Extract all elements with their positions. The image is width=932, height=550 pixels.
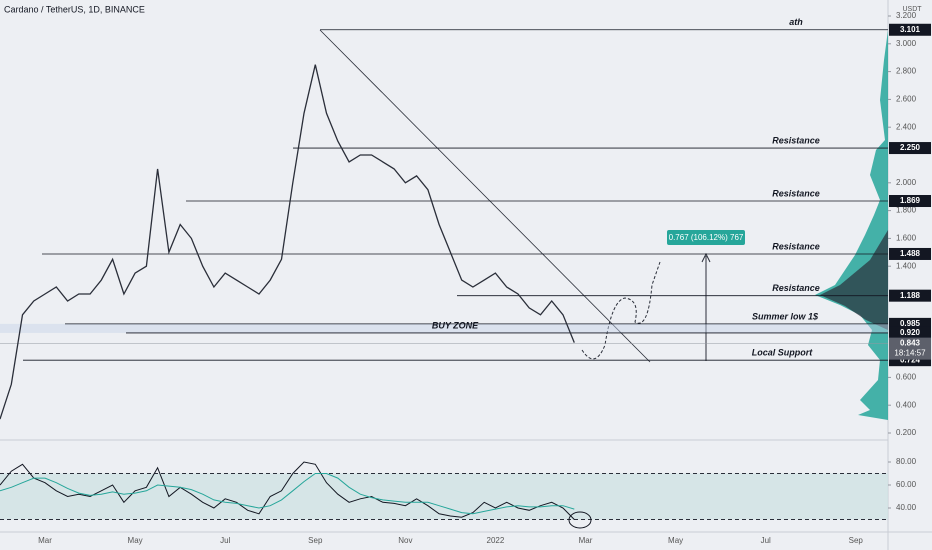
x-tick-label: 2022 [487, 536, 505, 545]
level-note: BUY ZONE [432, 320, 479, 330]
line [0, 473, 575, 515]
level-label: 0.724 [900, 355, 921, 364]
level-label: 2.250 [900, 143, 921, 152]
y-tick-label: 3.000 [896, 39, 917, 48]
level-label-box [889, 317, 931, 330]
level-label-box [889, 326, 931, 339]
x-tick-label: Jul [220, 536, 230, 545]
rsi-circle [568, 511, 592, 529]
y-tick-label: 0.600 [896, 373, 917, 382]
level-label: 1.869 [900, 196, 921, 205]
x-tick-label: May [128, 536, 143, 545]
y-tick-label: 3.200 [896, 11, 917, 20]
level-label-box [889, 247, 931, 260]
y-tick-label: 2.000 [896, 178, 917, 187]
y-axis-label: USDT [902, 6, 922, 13]
y-tick-label: 2.600 [896, 95, 917, 104]
x-tick-label: Jul [761, 536, 771, 545]
measure-box [667, 230, 745, 245]
y-tick-label: 0.200 [896, 428, 917, 437]
volume-profile [815, 30, 888, 420]
level-label: 1.488 [900, 249, 921, 258]
y-tick-label: 60.00 [896, 480, 917, 489]
level-label: 3.101 [900, 25, 921, 34]
rsi-band [0, 473, 888, 520]
y-tick-label: 1.400 [896, 261, 917, 270]
x-tick-label: Mar [38, 536, 52, 545]
x-tick-label: Sep [849, 536, 864, 545]
level-label: 1.188 [900, 291, 921, 300]
y-tick-label: 80.00 [896, 457, 917, 466]
level-label-box [889, 289, 931, 302]
level-note: Resistance [772, 283, 820, 293]
measure-label: 0.767 (106.12%) 767 [669, 233, 744, 242]
chart-title: Cardano / TetherUS, 1D, BINANCE [4, 4, 145, 14]
last-price-box [889, 337, 931, 360]
level-label: 0.985 [900, 319, 921, 328]
level-note: Local Support [752, 348, 814, 358]
level-note: ath [789, 17, 803, 27]
level-label-box [889, 142, 931, 155]
y-tick-label: 2.400 [896, 122, 917, 131]
level-note: Resistance [772, 135, 820, 145]
x-tick-label: Mar [579, 536, 593, 545]
line [0, 64, 575, 420]
line [0, 461, 575, 520]
trend-line [319, 29, 651, 363]
last-price-label: 0.843 [900, 339, 921, 348]
projection-path [581, 261, 661, 360]
y-tick-label: 2.800 [896, 67, 917, 76]
level-label: 0.920 [900, 328, 921, 337]
y-tick-label: 40.00 [896, 503, 917, 512]
level-label-box [889, 23, 931, 36]
x-tick-label: Sep [308, 536, 323, 545]
volume-profile-highlight [820, 230, 888, 330]
x-tick-label: May [668, 536, 683, 545]
level-label-box [889, 195, 931, 208]
level-note: Resistance [772, 188, 820, 198]
level-note: Resistance [772, 241, 820, 251]
x-tick-label: Nov [398, 536, 412, 545]
countdown: 18:14:57 [894, 349, 926, 358]
y-tick-label: 0.400 [896, 400, 917, 409]
y-tick-label: 1.600 [896, 234, 917, 243]
y-tick-label: 1.800 [896, 206, 917, 215]
buy-zone [0, 323, 888, 333]
level-note: Summer low 1$ [752, 311, 819, 321]
